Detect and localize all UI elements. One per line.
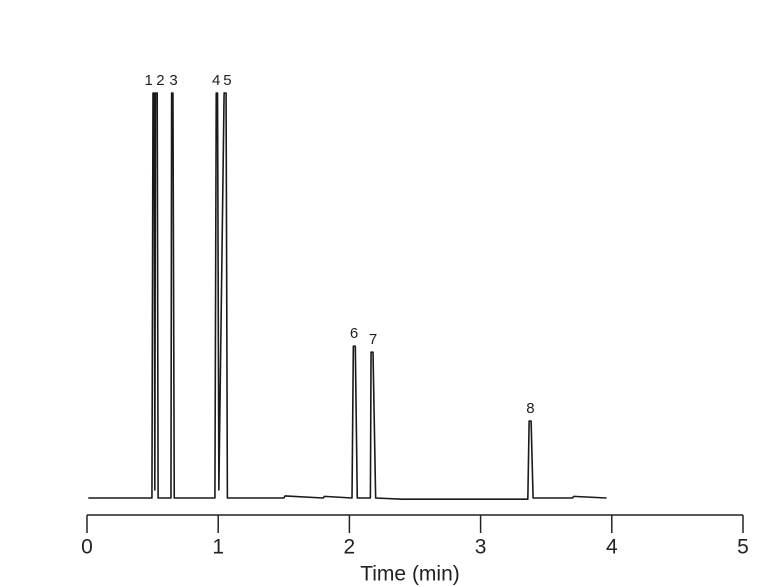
peak-label: 4 xyxy=(212,72,220,89)
peak-label: 7 xyxy=(369,331,377,348)
peak-label: 8 xyxy=(526,400,534,417)
peak-label: 5 xyxy=(223,72,231,89)
trace xyxy=(88,92,607,501)
peak-label: 3 xyxy=(169,72,177,89)
peak-label: 2 xyxy=(156,72,164,89)
peak-label: 1 xyxy=(144,72,152,89)
x-tick-label: 2 xyxy=(344,536,356,559)
x-tick-label: 1 xyxy=(212,536,224,559)
x-tick-label: 0 xyxy=(81,536,93,559)
peak-label: 6 xyxy=(350,325,358,342)
x-tick-label: 5 xyxy=(737,536,749,559)
x-axis-label: Time (min) xyxy=(360,563,460,586)
x-tick-label: 3 xyxy=(475,536,487,559)
x-tick-label: 4 xyxy=(606,536,618,559)
